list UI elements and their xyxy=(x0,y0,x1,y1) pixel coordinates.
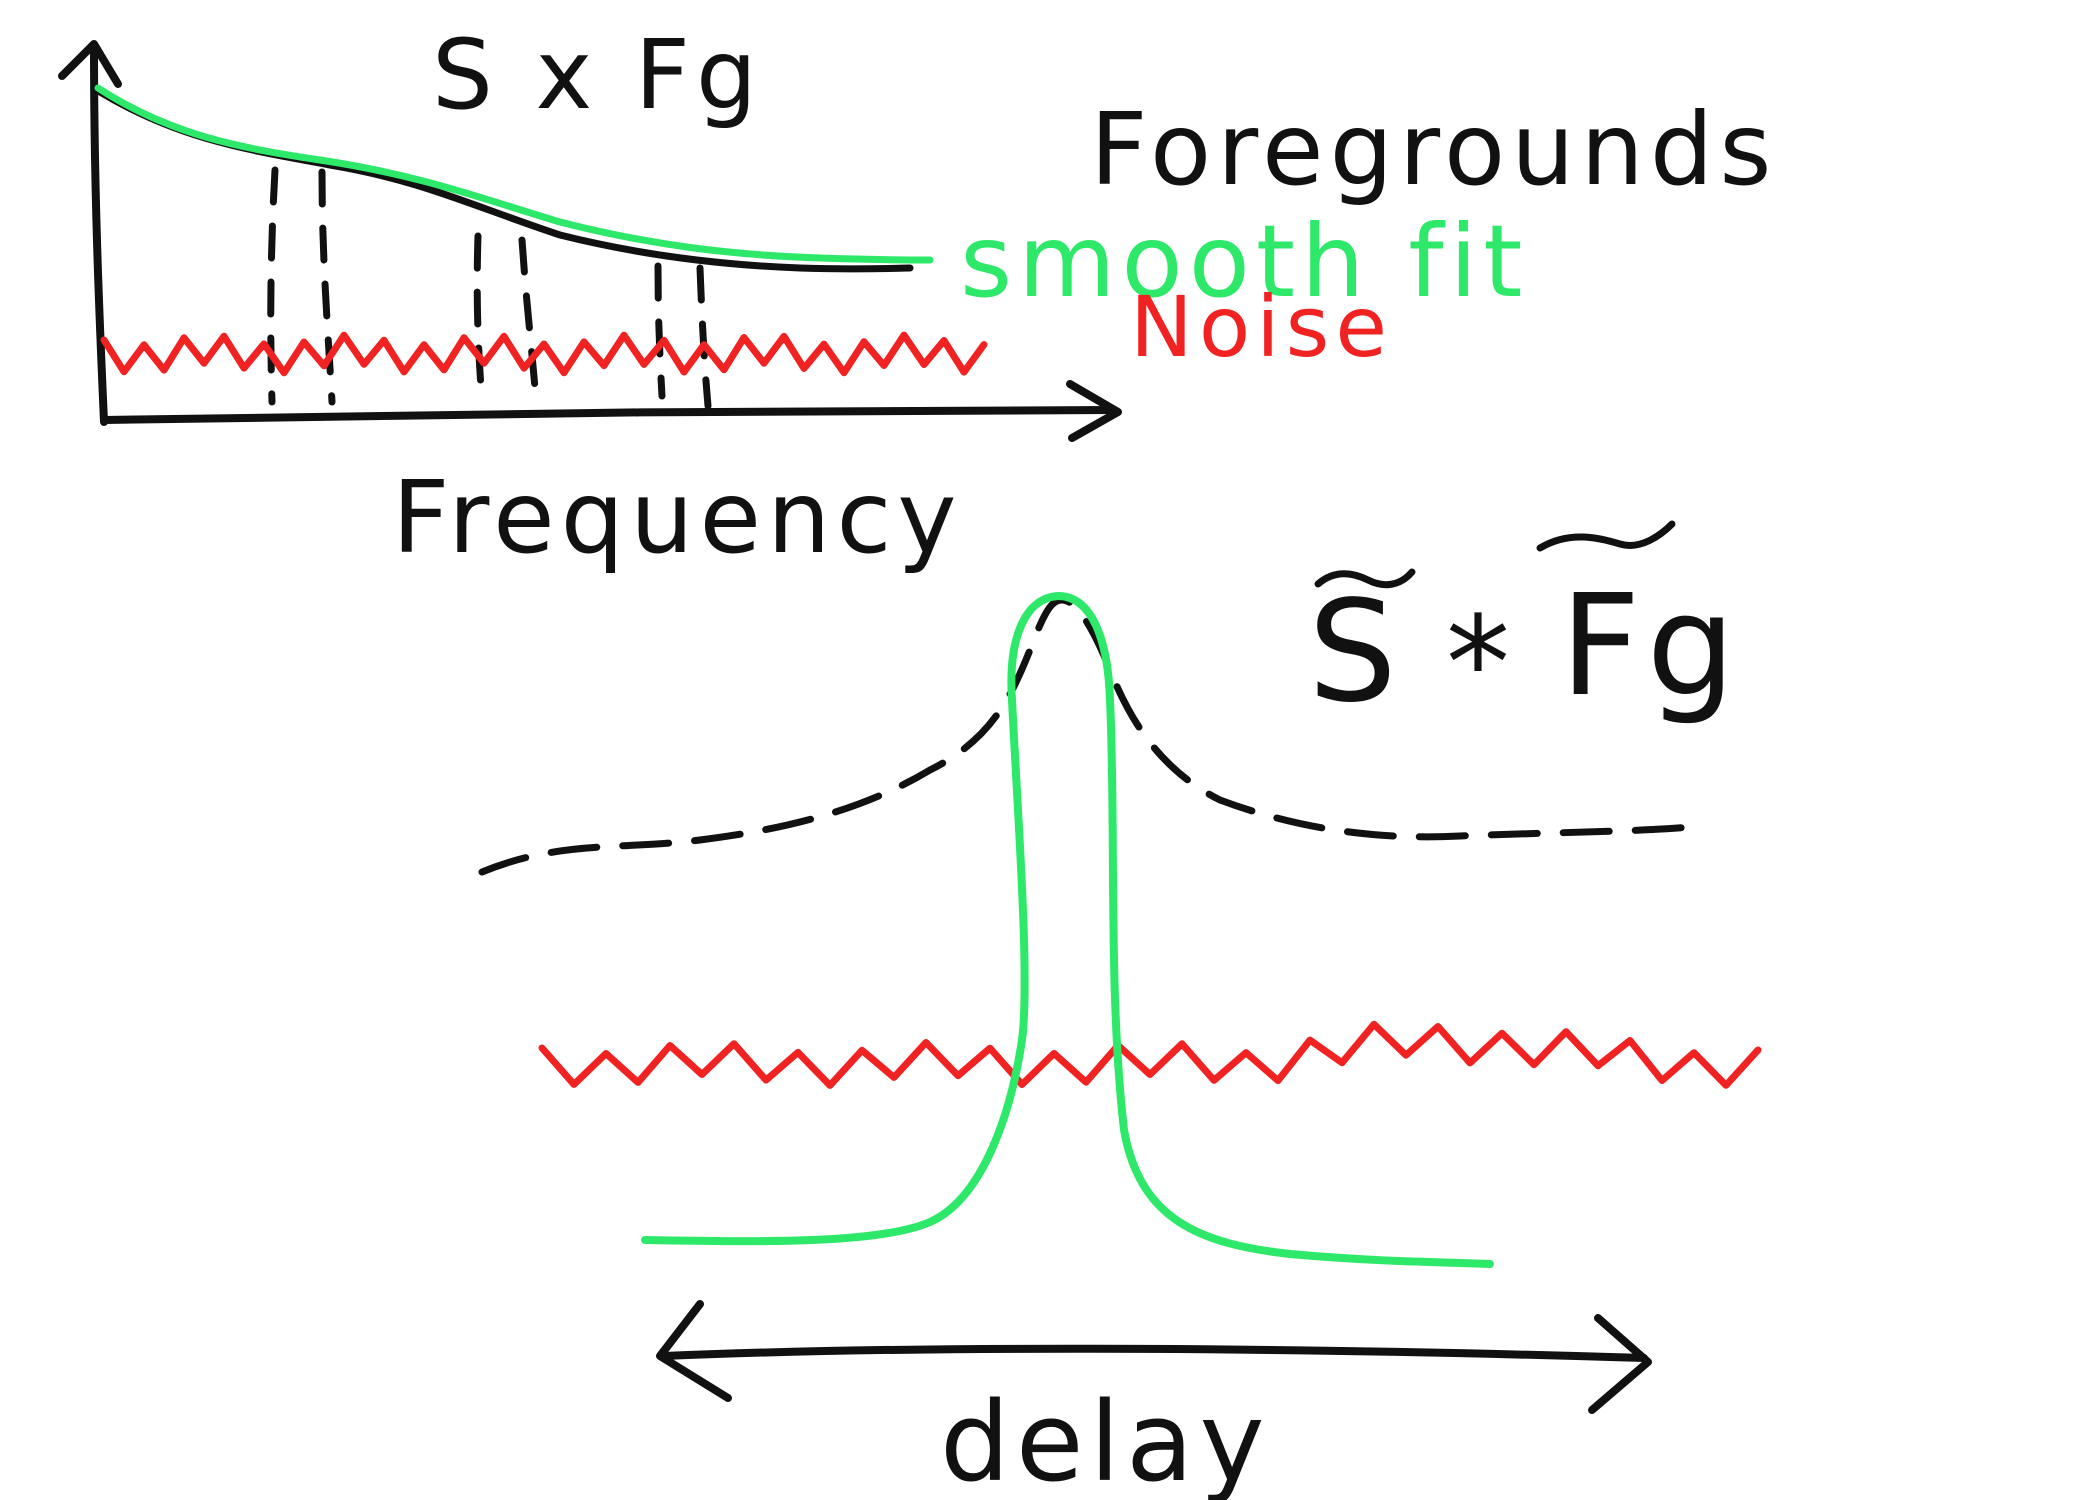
s-tilde-mark xyxy=(1314,568,1416,589)
delay-axis-right-arrowhead xyxy=(1588,1314,1652,1414)
smooth-fit-curve xyxy=(94,84,934,264)
band-marker-1b xyxy=(318,168,336,406)
delay-foreground-response xyxy=(478,596,1706,876)
frequency-panel-x-axis-arrowhead xyxy=(1066,380,1122,442)
delay-axis-label: delay xyxy=(940,1378,1271,1500)
legend-foregrounds-label: Foregrounds xyxy=(1090,91,1777,208)
delay-panel-title: S * Fg xyxy=(1308,520,1741,739)
frequency-band-markers xyxy=(267,166,712,410)
title-s: S xyxy=(1308,571,1403,734)
band-marker-2a xyxy=(473,232,486,404)
frequency-panel-title: S x Fg xyxy=(432,19,763,131)
legend-noise-label: Noise xyxy=(1130,278,1393,376)
delay-panel: delay S * Fg xyxy=(478,520,1762,1500)
fg-tilde-mark xyxy=(1536,520,1676,552)
title-convolution-operator: * xyxy=(1446,590,1516,739)
frequency-panel: S x Fg Frequency xyxy=(58,19,1122,576)
delay-axis-left-arrowhead xyxy=(656,1300,732,1402)
legend-smooth-fit-label: smooth fit xyxy=(960,203,1528,320)
band-marker-3b xyxy=(696,264,712,410)
frequency-noise-trace xyxy=(100,331,988,377)
title-fg: Fg xyxy=(1560,565,1741,728)
band-marker-3a xyxy=(654,262,666,400)
delay-noise-trace xyxy=(538,1020,1762,1089)
frequency-axis-label: Frequency xyxy=(392,459,963,576)
legend: Foregrounds smooth fit Noise xyxy=(960,91,1777,376)
delay-smooth-fit-response xyxy=(641,592,1494,1268)
delay-axis xyxy=(660,1344,1648,1362)
band-marker-2b xyxy=(518,236,540,404)
frequency-panel-x-axis xyxy=(100,406,1114,424)
frequency-panel-y-axis xyxy=(90,44,108,426)
frequency-panel-y-axis-arrowhead xyxy=(58,40,122,88)
band-marker-1a xyxy=(267,166,279,406)
